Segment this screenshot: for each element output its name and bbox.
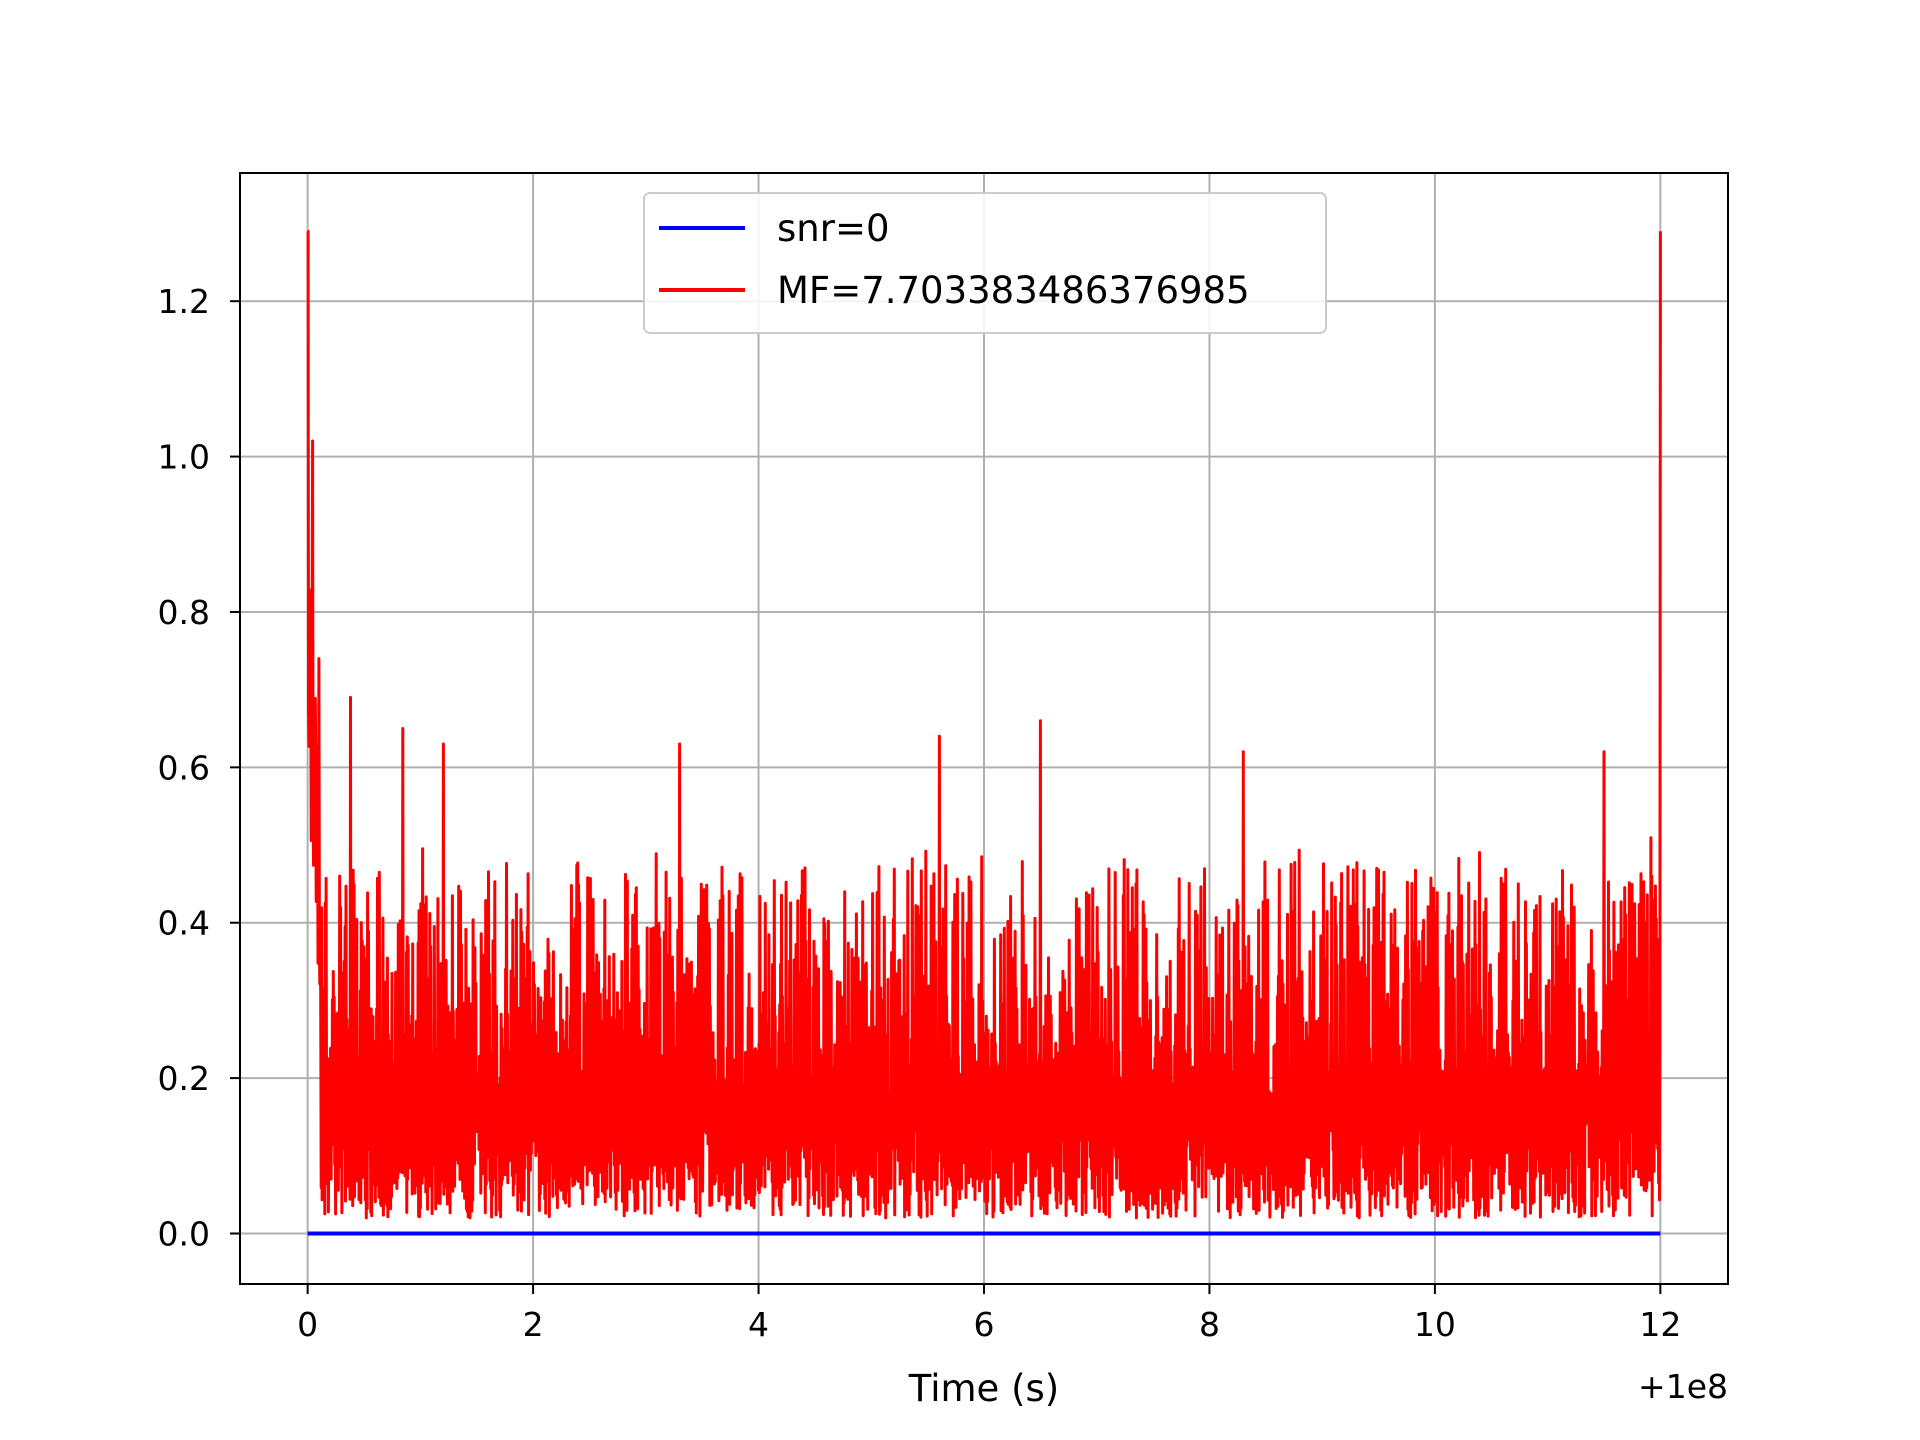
series-layer: [306, 229, 1662, 1236]
y-tick-label: 0.8: [158, 593, 210, 632]
y-tick-label: 0.6: [158, 748, 210, 787]
x-tick-label: 4: [748, 1305, 769, 1344]
series-line-mf: [306, 229, 1662, 1220]
y-axis: 0.0 0.2 0.4 0.6 0.8 1.0 1.2: [158, 282, 240, 1254]
legend-label-mf: MF=7.703383486376985: [777, 269, 1250, 312]
y-tick-label: 0.4: [158, 904, 210, 943]
x-axis-label: Time (s): [908, 1367, 1059, 1410]
x-axis: 0 2 4 6 8 10 12: [297, 1284, 1681, 1344]
y-tick-label: 0.2: [158, 1059, 210, 1098]
x-tick-label: 6: [974, 1305, 995, 1344]
y-tick-label: 1.2: [158, 282, 210, 321]
y-tick-label: 1.0: [158, 438, 210, 477]
x-tick-label: 8: [1199, 1305, 1220, 1344]
legend-label-snr: snr=0: [777, 207, 889, 250]
x-axis-offset-label: +1e8: [1638, 1367, 1728, 1406]
x-tick-label: 2: [523, 1305, 544, 1344]
y-tick-label: 0.0: [158, 1215, 210, 1254]
legend-box: [643, 192, 1327, 334]
x-tick-label: 10: [1414, 1305, 1456, 1344]
legend: snr=0 MF=7.703383486376985: [643, 192, 1327, 334]
x-tick-label: 12: [1639, 1305, 1681, 1344]
x-tick-label: 0: [297, 1305, 318, 1344]
